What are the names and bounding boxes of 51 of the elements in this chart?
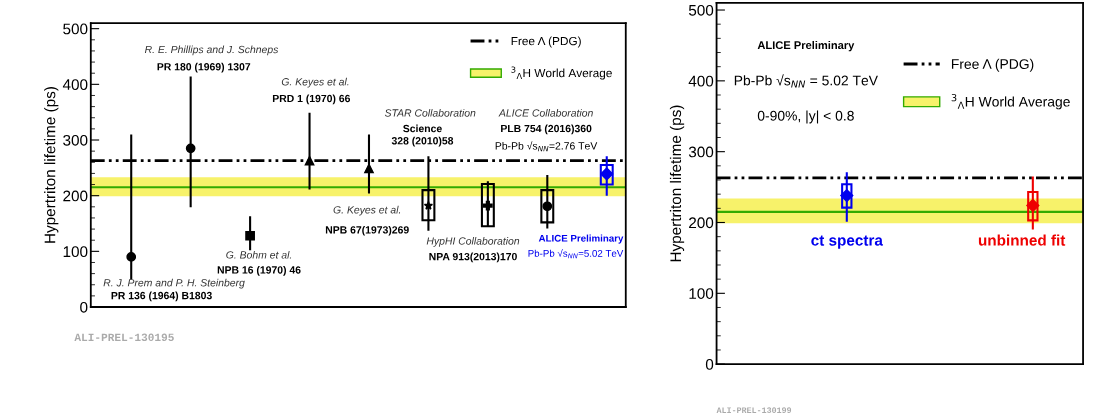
point: [126, 252, 137, 262]
y-tick-label: 500: [63, 23, 88, 35]
annotation: G. Bohm et al.: [226, 250, 292, 259]
legend-label: Free Λ (PDG): [511, 36, 581, 48]
point: [245, 230, 255, 241]
annotation: Pb-Pb √s$_{NN}$ = 5.02 TeV: [734, 74, 878, 88]
annotation: Science: [403, 124, 442, 133]
legend-label: Free Λ (PDG): [951, 58, 1034, 72]
annotation: Pb-Pb √s$_{NN}$=5.02 TeV: [528, 249, 624, 259]
annotation: PLB 754 (2016)360: [501, 124, 592, 135]
y-tick-label: 300: [63, 134, 88, 146]
annotation: G. Keyes et al.: [281, 77, 349, 88]
annotation: 0-90%, |y| < 0.8: [757, 110, 854, 124]
y-tick-label: 500: [688, 4, 714, 16]
legend-label: $^{3}$$_{Λ}$H World Average: [951, 93, 1070, 110]
annotation: PR 180 (1969) 1307: [157, 62, 251, 73]
annotation: R. E. Phillips and J. Schneps: [144, 45, 279, 56]
annotation: R. J. Prem and P. H. Steinberg: [103, 278, 245, 289]
y-tick-label: 100: [689, 288, 714, 299]
annotation: PR 136 (1964) B1803: [111, 291, 212, 302]
annotation: NPB 16 (1970) 46: [217, 265, 301, 276]
y-tick-label: 0: [80, 301, 88, 313]
legend-label: $^{3}$$_{Λ}$H World Average: [511, 66, 612, 80]
y-tick-label: 300: [688, 146, 714, 158]
bar: [480, 182, 495, 228]
annotation: HypHI Collaboration: [426, 237, 520, 247]
annotation: ct spectra: [811, 235, 883, 249]
y-tick-label: 400: [688, 75, 714, 87]
annotation: NPA 913(2013)170: [429, 252, 517, 263]
annotation: Pb-Pb √s$_{NN}$=2.76 TeV: [495, 141, 598, 152]
y-axis-title: Hypertriton lifetime (ps): [669, 105, 685, 262]
y-tick-label: 200: [689, 217, 714, 229]
y-tick-label: 100: [63, 246, 88, 258]
y-tick-label: 200: [63, 190, 88, 202]
text: ALI-PREL-130195: [74, 333, 174, 342]
y-tick-label: 400: [62, 79, 88, 91]
point: [185, 143, 196, 154]
annotation: NPB 67(1973)269: [325, 225, 409, 236]
text: ALI-PREL-130199: [716, 407, 792, 414]
annotation: G. Keyes et al.: [333, 205, 401, 216]
annotation: ALICE Preliminary: [757, 40, 855, 52]
annotation: ALICE Preliminary: [538, 234, 624, 244]
point: [483, 200, 493, 211]
y-tick-label: 0: [705, 359, 714, 370]
annotation: STAR Collaboration: [384, 108, 476, 117]
y-axis-title: Hypertriton lifetime (ps): [44, 87, 59, 243]
point: [304, 155, 315, 166]
annotation: PRD 1 (1970) 66: [272, 94, 351, 105]
annotation: ALICE Collaboration: [498, 108, 593, 117]
annotation: unbinned fit: [978, 234, 1066, 246]
annotation: 328 (2010)58: [391, 136, 454, 147]
